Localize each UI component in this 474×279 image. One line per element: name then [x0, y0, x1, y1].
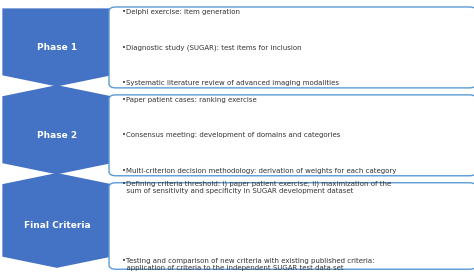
Text: •Systematic literature review of advanced imaging modalities: •Systematic literature review of advance…: [122, 80, 339, 86]
Polygon shape: [2, 8, 111, 86]
Text: Final Criteria: Final Criteria: [24, 222, 90, 230]
Text: •Diagnostic study (SUGAR): test items for inclusion: •Diagnostic study (SUGAR): test items fo…: [122, 44, 301, 51]
Text: •Testing and comparison of new criteria with existing published criteria:
  appl: •Testing and comparison of new criteria …: [122, 258, 374, 271]
Text: •Delphi exercise: item generation: •Delphi exercise: item generation: [122, 9, 240, 15]
Text: Phase 1: Phase 1: [37, 43, 77, 52]
Text: •Defining criteria threshold: i) paper patient exercise; ii) maximization of the: •Defining criteria threshold: i) paper p…: [122, 181, 391, 194]
Text: •Multi-criterion decision methodology: derivation of weights for each category: •Multi-criterion decision methodology: d…: [122, 168, 396, 174]
Text: •Paper patient cases: ranking exercise: •Paper patient cases: ranking exercise: [122, 97, 256, 103]
Text: Phase 2: Phase 2: [37, 131, 77, 140]
FancyBboxPatch shape: [109, 95, 474, 176]
Polygon shape: [2, 85, 111, 174]
FancyBboxPatch shape: [109, 7, 474, 88]
FancyBboxPatch shape: [109, 183, 474, 269]
Text: •Consensus meeting: development of domains and categories: •Consensus meeting: development of domai…: [122, 132, 340, 138]
Polygon shape: [2, 173, 111, 268]
